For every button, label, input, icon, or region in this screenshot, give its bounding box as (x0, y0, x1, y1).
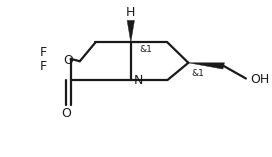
Polygon shape (127, 20, 134, 42)
Text: &1: &1 (191, 68, 204, 78)
Text: OH: OH (251, 73, 270, 86)
Text: N: N (134, 74, 143, 87)
Polygon shape (188, 63, 224, 69)
Text: &1: &1 (139, 45, 152, 54)
Text: F: F (40, 60, 47, 73)
Text: H: H (126, 6, 135, 19)
Text: O: O (61, 107, 71, 120)
Text: F: F (40, 46, 47, 59)
Text: O: O (63, 54, 73, 67)
